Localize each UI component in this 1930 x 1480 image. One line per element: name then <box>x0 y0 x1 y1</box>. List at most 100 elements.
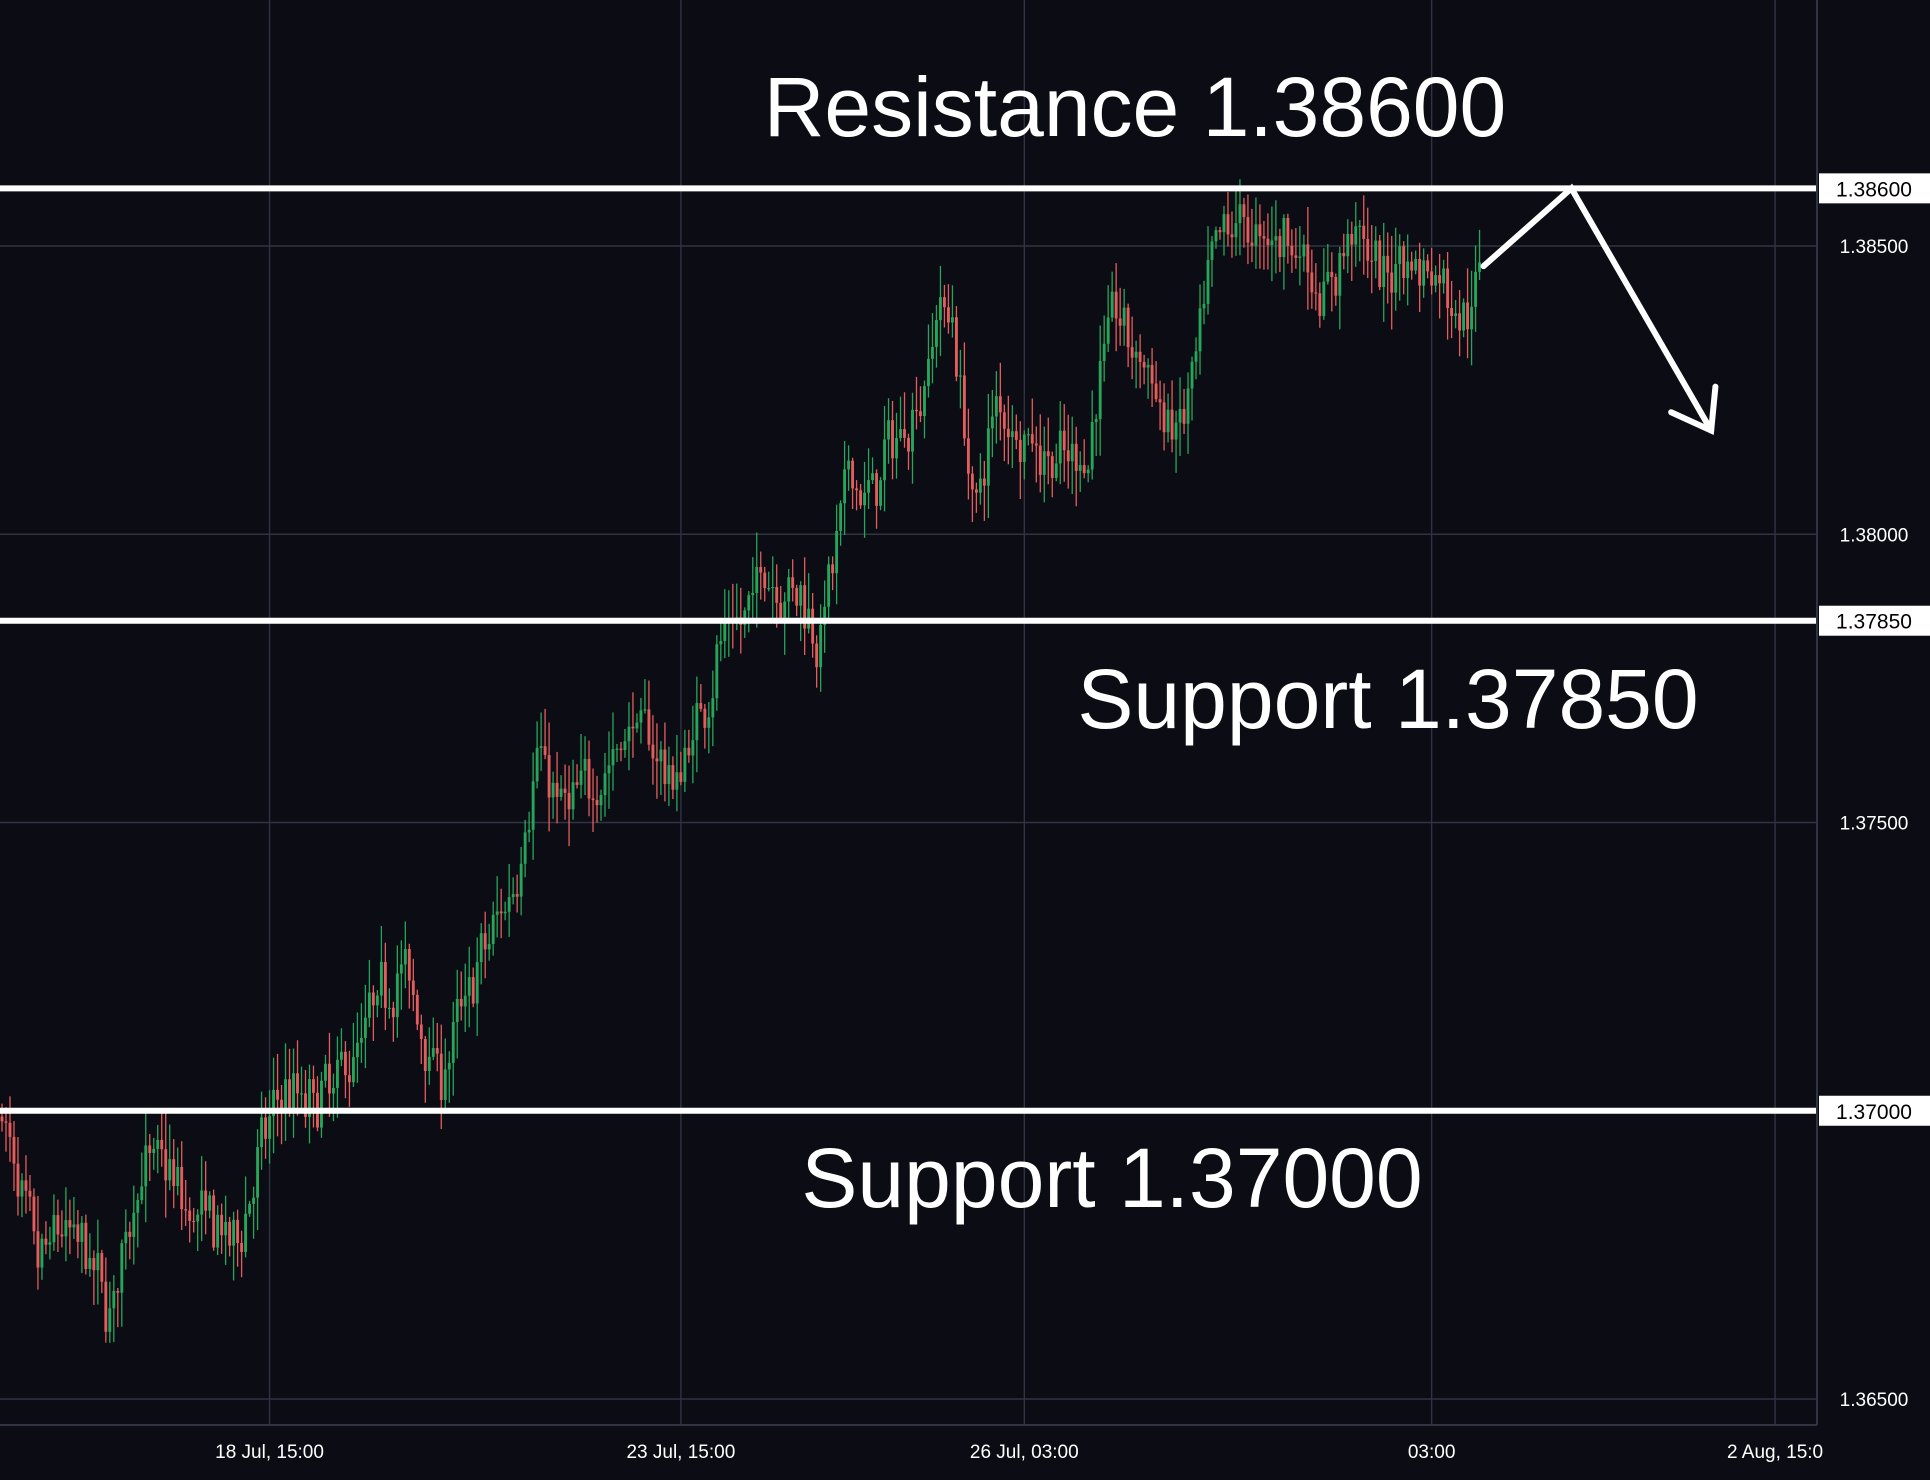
candle-bullish[interactable] <box>1434 275 1438 286</box>
candle-bullish[interactable] <box>1282 217 1286 258</box>
candle-bullish[interactable] <box>1398 246 1402 264</box>
candle-bullish[interactable] <box>1106 317 1110 344</box>
candle-bullish[interactable] <box>1478 262 1481 272</box>
candle-bullish[interactable] <box>339 1051 343 1060</box>
candle-bullish[interactable] <box>887 420 890 440</box>
candle-bearish[interactable] <box>795 587 799 606</box>
candle-bullish[interactable] <box>1302 244 1306 257</box>
candle-bullish[interactable] <box>80 1222 84 1242</box>
candle-bearish[interactable] <box>763 572 767 589</box>
candle-bearish[interactable] <box>1114 291 1118 319</box>
candle-bearish[interactable] <box>855 488 859 491</box>
candle-bullish[interactable] <box>839 503 843 531</box>
candle-bullish[interactable] <box>519 863 523 897</box>
candle-bearish[interactable] <box>391 1007 395 1018</box>
candle-bullish[interactable] <box>232 1219 236 1246</box>
candle-bullish[interactable] <box>1186 388 1190 424</box>
candle-bearish[interactable] <box>328 1063 331 1094</box>
candle-bullish[interactable] <box>1358 225 1362 227</box>
candle-bearish[interactable] <box>1466 302 1470 330</box>
candle-bearish[interactable] <box>1402 246 1406 278</box>
candle-bearish[interactable] <box>907 437 910 452</box>
candle-bullish[interactable] <box>124 1231 128 1244</box>
candle-bullish[interactable] <box>751 592 755 596</box>
candle-bullish[interactable] <box>1234 223 1238 238</box>
candle-bearish[interactable] <box>499 911 503 914</box>
candle-bullish[interactable] <box>308 1079 311 1117</box>
candle-bullish[interactable] <box>695 703 699 741</box>
candle-bearish[interactable] <box>1038 445 1042 475</box>
candle-bullish[interactable] <box>176 1167 180 1187</box>
candle-bearish[interactable] <box>16 1163 20 1197</box>
candle-bullish[interactable] <box>623 741 627 751</box>
candle-bearish[interactable] <box>1018 439 1022 463</box>
candle-bullish[interactable] <box>527 829 531 833</box>
candle-bearish[interactable] <box>1250 242 1254 246</box>
candle-bullish[interactable] <box>503 911 507 914</box>
candle-bullish[interactable] <box>1022 434 1026 463</box>
candle-bullish[interactable] <box>1462 302 1466 331</box>
candle-bearish[interactable] <box>56 1215 60 1235</box>
candle-bullish[interactable] <box>256 1147 260 1198</box>
candle-bullish[interactable] <box>931 346 934 359</box>
candle-bullish[interactable] <box>467 977 471 996</box>
candle-bullish[interactable] <box>332 1087 335 1094</box>
candle-bullish[interactable] <box>196 1214 200 1222</box>
candle-bullish[interactable] <box>611 749 615 766</box>
candle-bearish[interactable] <box>1314 292 1318 294</box>
candle-bearish[interactable] <box>815 643 819 668</box>
candle-bullish[interactable] <box>208 1195 212 1211</box>
candle-bearish[interactable] <box>280 1099 283 1111</box>
candle-bullish[interactable] <box>1070 443 1074 462</box>
candle-bearish[interactable] <box>240 1242 244 1252</box>
candle-bullish[interactable] <box>443 1069 447 1101</box>
candle-bullish[interactable] <box>52 1215 56 1243</box>
candle-bearish[interactable] <box>407 948 411 981</box>
candle-bullish[interactable] <box>579 770 583 785</box>
candle-bearish[interactable] <box>415 994 419 1025</box>
candle-bullish[interactable] <box>723 621 727 642</box>
candle-bearish[interactable] <box>212 1195 216 1248</box>
candle-bullish[interactable] <box>1190 361 1194 389</box>
candle-bullish[interactable] <box>639 710 643 723</box>
candle-bearish[interactable] <box>591 798 595 801</box>
candle-bearish[interactable] <box>791 577 795 588</box>
candle-bullish[interactable] <box>603 773 607 796</box>
candle-bearish[interactable] <box>1246 217 1250 243</box>
candle-bearish[interactable] <box>779 602 783 619</box>
candle-bullish[interactable] <box>986 428 990 486</box>
candle-bullish[interactable] <box>939 297 942 321</box>
candle-bearish[interactable] <box>128 1231 132 1237</box>
candle-bearish[interactable] <box>1230 234 1234 238</box>
candle-bearish[interactable] <box>1286 217 1290 246</box>
candle-bearish[interactable] <box>1262 236 1266 239</box>
candle-bullish[interactable] <box>268 1116 271 1139</box>
candle-bullish[interactable] <box>156 1139 160 1149</box>
candle-bearish[interactable] <box>423 1038 427 1071</box>
candle-bullish[interactable] <box>284 1079 287 1111</box>
candle-bullish[interactable] <box>835 530 839 574</box>
candle-bearish[interactable] <box>555 782 559 797</box>
candle-bearish[interactable] <box>172 1159 176 1187</box>
candle-bearish[interactable] <box>1350 233 1354 245</box>
candle-bullish[interactable] <box>1254 224 1258 246</box>
candle-bearish[interactable] <box>76 1224 80 1242</box>
candle-bearish[interactable] <box>184 1209 188 1211</box>
candle-bearish[interactable] <box>982 478 986 486</box>
candle-bullish[interactable] <box>1026 434 1030 436</box>
candle-bullish[interactable] <box>583 758 587 771</box>
candle-bullish[interactable] <box>427 1056 431 1071</box>
candle-bearish[interactable] <box>595 800 599 806</box>
candle-bullish[interactable] <box>1086 469 1090 474</box>
candle-bullish[interactable] <box>495 911 499 915</box>
candle-bullish[interactable] <box>1098 361 1102 420</box>
candle-bullish[interactable] <box>683 747 687 782</box>
candle-bullish[interactable] <box>1054 463 1058 478</box>
candle-bullish[interactable] <box>1238 204 1242 224</box>
candle-bearish[interactable] <box>803 585 807 629</box>
candle-bearish[interactable] <box>12 1136 16 1164</box>
candle-bullish[interactable] <box>1134 351 1138 358</box>
candle-bullish[interactable] <box>88 1258 92 1269</box>
candle-bearish[interactable] <box>703 708 707 728</box>
candle-bullish[interactable] <box>1470 306 1474 330</box>
